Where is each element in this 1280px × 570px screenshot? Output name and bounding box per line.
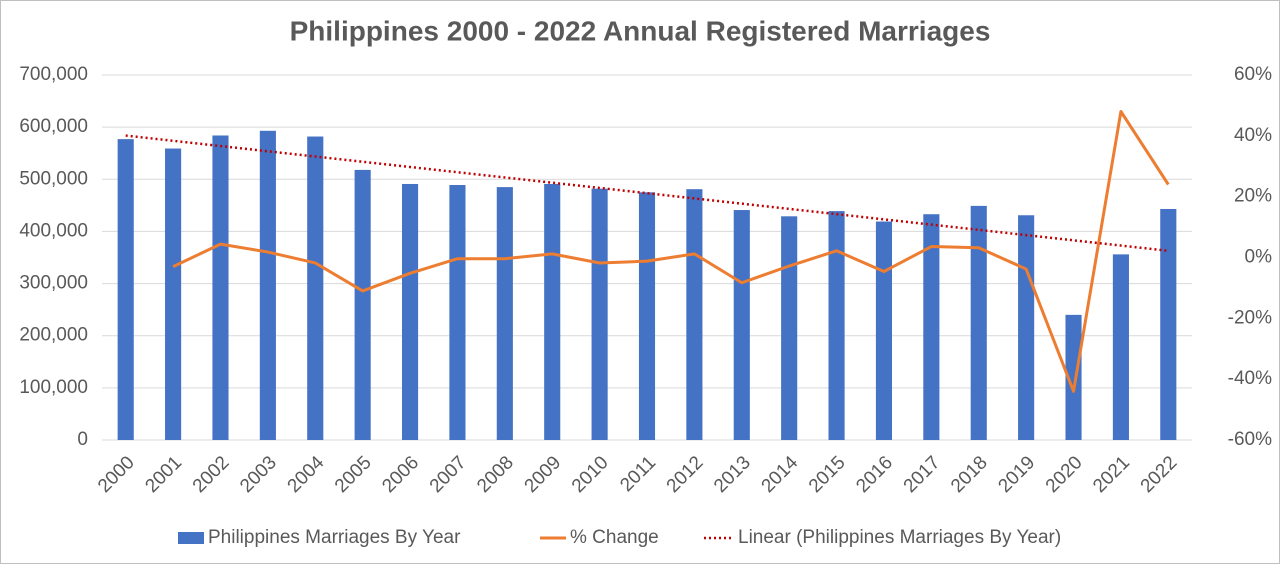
bar [1065, 314, 1082, 440]
y2-tick-label: 20% [1234, 186, 1272, 207]
y2-tick-label: 0% [1245, 247, 1273, 268]
bar [307, 136, 324, 440]
y-tick-label: 600,000 [19, 116, 88, 137]
y2-tick-label: -60% [1228, 429, 1272, 450]
bar [686, 189, 703, 440]
y-tick-label: 300,000 [19, 273, 88, 294]
bar [828, 211, 845, 440]
bar [496, 187, 513, 440]
bar [401, 183, 419, 440]
bar [733, 210, 750, 440]
bar [117, 139, 134, 440]
line-series [172, 110, 1170, 393]
y-tick-label: 700,000 [19, 64, 88, 85]
bar [875, 221, 893, 440]
bar [591, 188, 608, 440]
legend-label: Linear (Philippines Marriages By Year) [738, 527, 1061, 548]
legend-swatch [178, 532, 204, 544]
bar [354, 169, 371, 440]
bar [544, 183, 561, 440]
legend-label: Philippines Marriages By Year [208, 527, 461, 548]
y-tick-label: 500,000 [19, 168, 88, 189]
bar [212, 135, 229, 440]
bar [923, 214, 940, 440]
bar [1112, 254, 1129, 440]
bar [970, 205, 987, 440]
bar [781, 216, 798, 440]
bar [449, 185, 466, 440]
y-tick-label: 0 [77, 429, 88, 450]
chart-title: Philippines 2000 - 2022 Annual Registere… [290, 15, 991, 46]
legend-label: % Change [570, 527, 659, 548]
y2-tick-label: 60% [1234, 64, 1272, 85]
y-tick-label: 400,000 [19, 220, 88, 241]
bar [165, 148, 182, 440]
bar [259, 130, 276, 441]
y2-tick-label: -40% [1228, 368, 1272, 389]
bar [1018, 215, 1035, 440]
y-tick-label: 200,000 [19, 325, 88, 346]
y2-tick-label: -20% [1228, 307, 1272, 328]
y2-tick-label: 40% [1234, 125, 1272, 146]
y-tick-label: 100,000 [19, 377, 88, 398]
bar [1160, 209, 1177, 440]
bar [638, 192, 656, 440]
